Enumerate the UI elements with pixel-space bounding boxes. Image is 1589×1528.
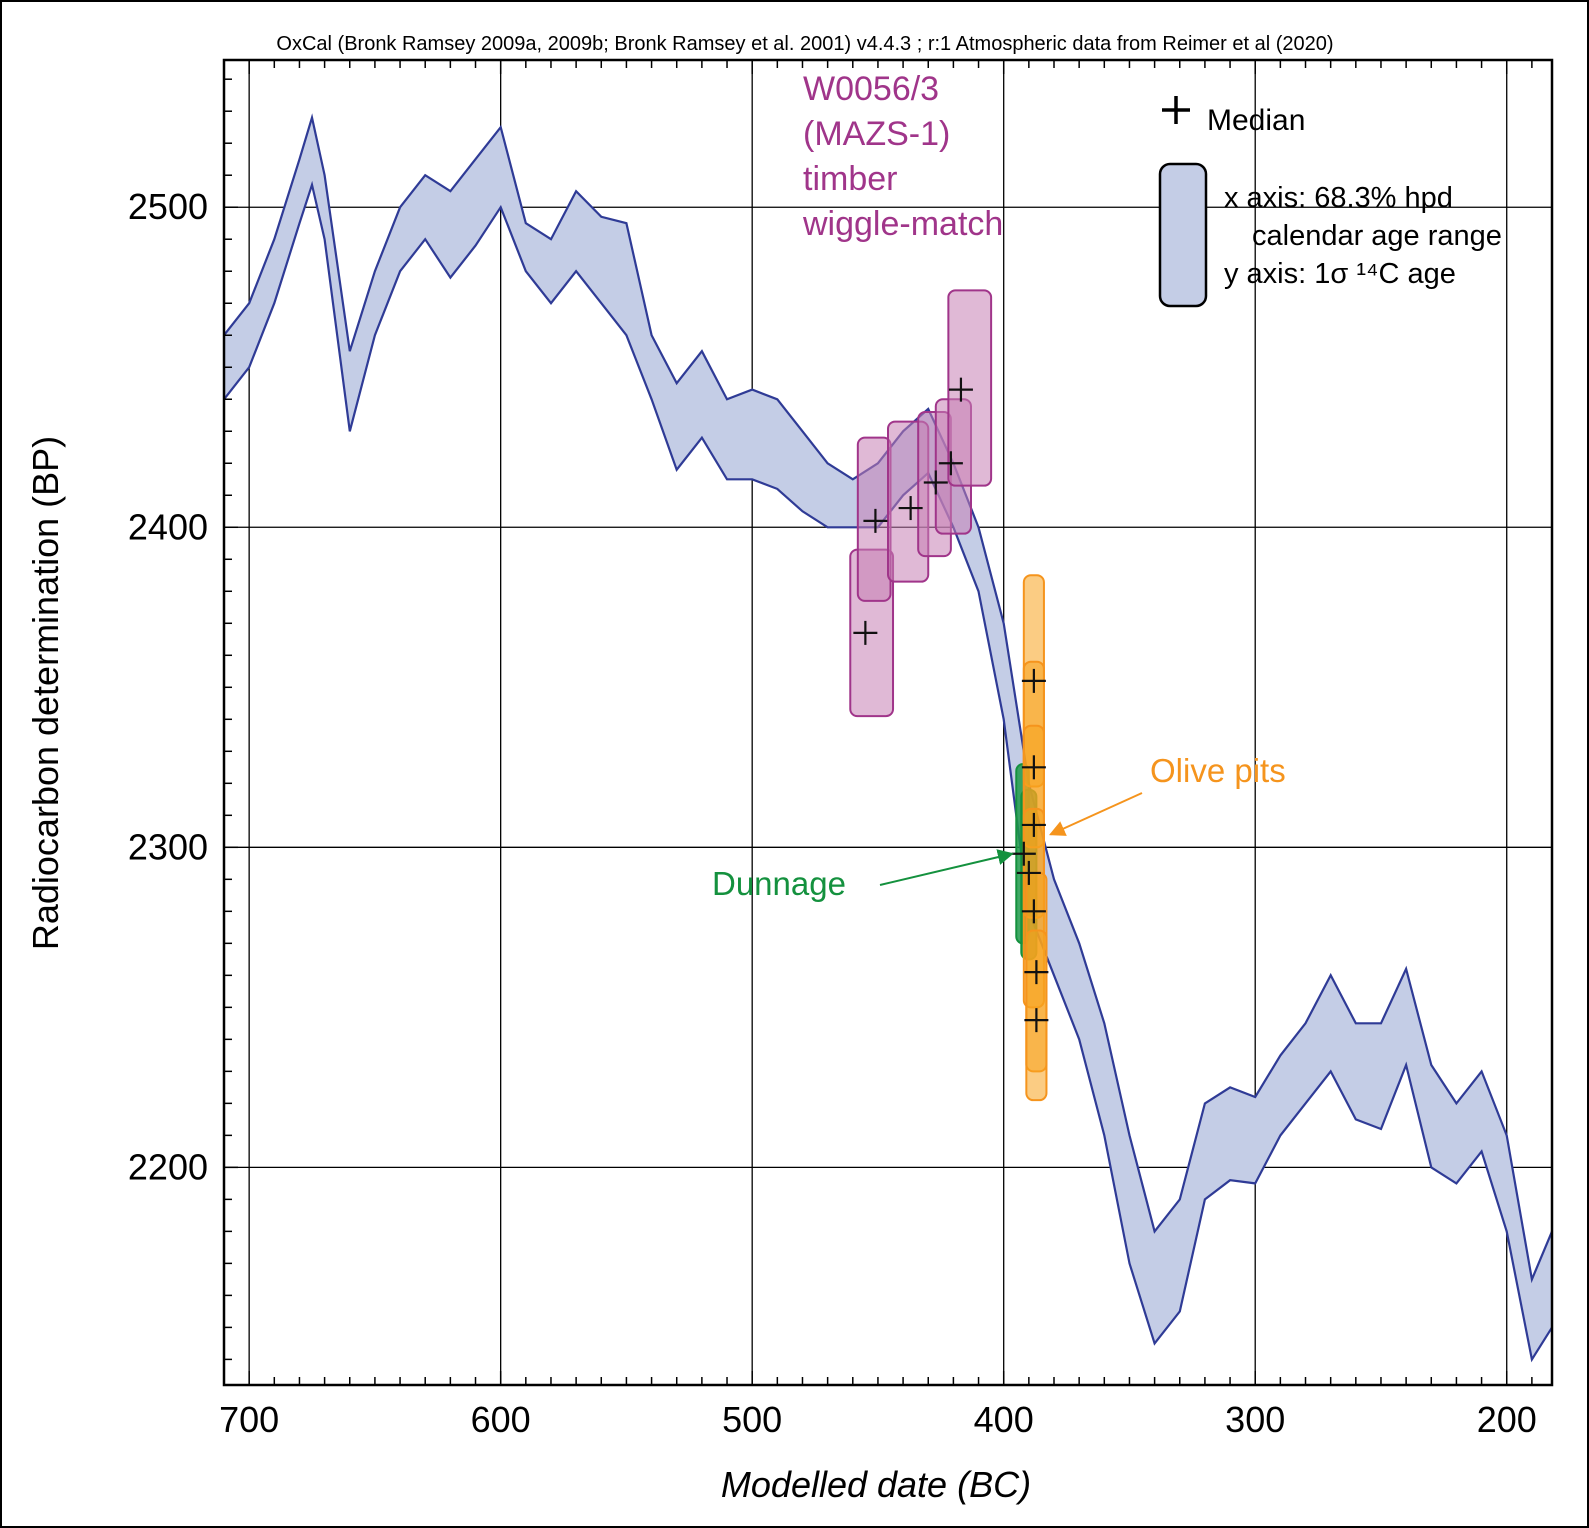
timber-median-marker-4 xyxy=(938,451,963,476)
x-tick-label-600: 600 xyxy=(471,1399,531,1440)
timber-label-line-0: W0056/3 xyxy=(803,70,939,108)
x-axis-label: Modelled date (BC) xyxy=(721,1464,1031,1505)
axes-layer: 700 600 500 400 300 200 2200 2300 2400 2500 xyxy=(128,58,1554,1440)
timber-median-marker-0 xyxy=(853,620,878,645)
annotation-layer: W0056/3 (MAZS-1) timber wiggle-match Olive p… xyxy=(712,70,1286,902)
y-tick-label-2200: 2200 xyxy=(128,1146,208,1187)
olive-median-marker-3 xyxy=(1021,899,1046,924)
x-tick-label-300: 300 xyxy=(1225,1399,1285,1440)
chart-title: OxCal (Bronk Ramsey 2009a, 2009b; Bronk … xyxy=(276,33,1333,55)
legend-box-line-2: y axis: 1σ ¹⁴C age xyxy=(1224,258,1456,290)
timber-median-marker-1 xyxy=(863,508,888,533)
x-tick-label-200: 200 xyxy=(1477,1399,1537,1440)
timber-label-line-1: (MAZS-1) xyxy=(803,115,950,153)
dunnage-median-marker-1 xyxy=(1016,860,1041,885)
x-tick-label-500: 500 xyxy=(722,1399,782,1440)
olive-median-marker-4 xyxy=(1024,960,1049,985)
olive-median-marker-2 xyxy=(1021,812,1046,837)
dunnage-label: Dunnage xyxy=(712,865,846,902)
timber-range-box-5 xyxy=(947,289,993,487)
calibration-lower-line xyxy=(223,180,1553,1363)
timber-median-marker-2 xyxy=(898,496,923,521)
y-tick-label-2500: 2500 xyxy=(128,186,208,227)
dunnage-median-marker-0 xyxy=(1011,841,1036,866)
olive-median-marker-0 xyxy=(1021,668,1046,693)
timber-label-line-2: timber xyxy=(803,160,897,198)
x-tick-label-700: 700 xyxy=(219,1399,279,1440)
legend-box-icon xyxy=(1158,162,1208,308)
timber-median-marker-5 xyxy=(948,377,973,402)
olive-median-marker-1 xyxy=(1021,755,1046,780)
calibration-curve-layer xyxy=(223,113,1554,1363)
y-tick-label-2400: 2400 xyxy=(128,506,208,547)
legend-median-label: Median xyxy=(1207,104,1305,137)
y-axis-label: Radiocarbon determination (BP) xyxy=(25,436,66,950)
dunnage-arrow xyxy=(879,849,1014,886)
y-tick-label-2300: 2300 xyxy=(128,826,208,867)
plot-border xyxy=(222,58,1554,1387)
legend-box-line-1: calendar age range xyxy=(1252,220,1502,252)
series-layer xyxy=(849,289,1049,1102)
calibration-band xyxy=(224,117,1552,1360)
legend-median-icon xyxy=(1162,96,1190,124)
olive-median-marker-5 xyxy=(1024,1008,1049,1033)
timber-median-marker-3 xyxy=(923,470,948,495)
timber-label-line-3: wiggle-match xyxy=(802,205,1003,243)
timber-range-box-1 xyxy=(856,436,892,602)
legend-layer: Median x axis: 68.3% hpd calendar age rang… xyxy=(1158,96,1502,308)
x-tick-label-400: 400 xyxy=(974,1399,1034,1440)
legend-box-line-0: x axis: 68.3% hpd xyxy=(1224,182,1453,214)
olive-pits-arrow xyxy=(1048,792,1143,836)
olive-pits-label: Olive pits xyxy=(1150,752,1286,789)
